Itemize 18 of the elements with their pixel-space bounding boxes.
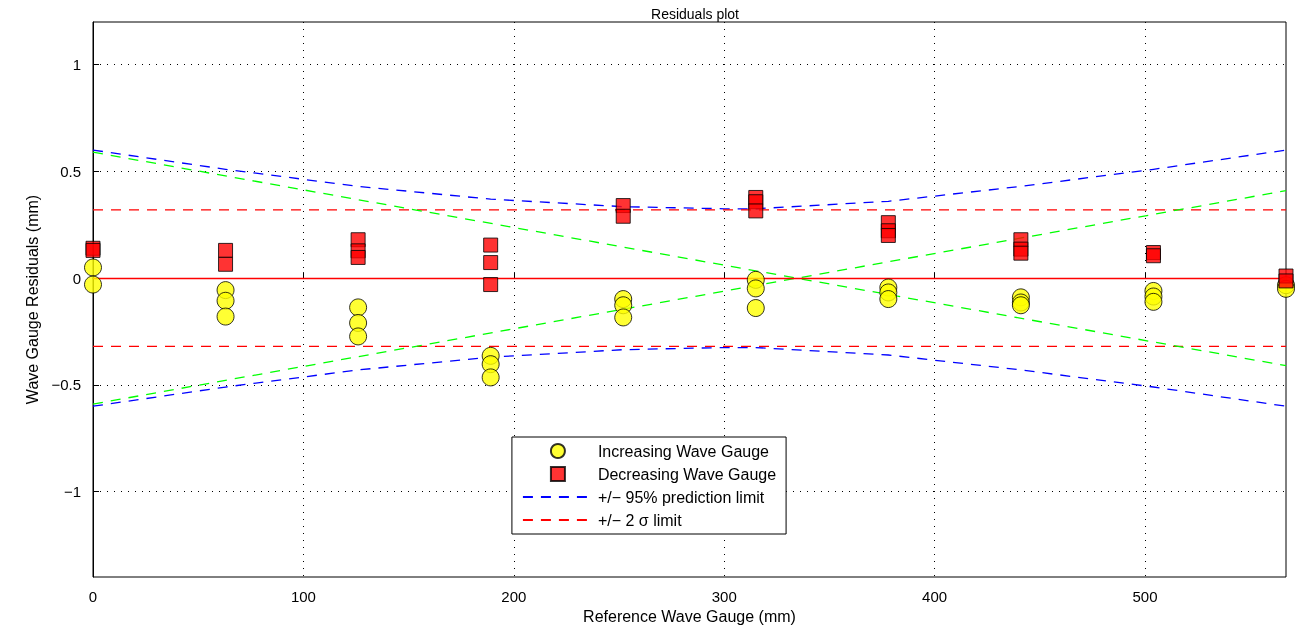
x-tick-label: 400 (922, 588, 948, 605)
chart-title: Residuals plot (651, 6, 740, 22)
legend-label: +/− 2 σ limit (597, 511, 683, 529)
y-tick-label: 1 (72, 56, 81, 74)
x-tick-label: 200 (501, 588, 527, 605)
legend-label: +/− 95% prediction limit (597, 488, 765, 506)
x-tick-label: 500 (1132, 588, 1158, 605)
y-tick-label: −1 (63, 483, 81, 501)
x-tick-label: 300 (711, 588, 737, 605)
y-tick-label: −0.5 (51, 376, 81, 394)
y-axis-title: Wave Gauge Residuals (mm) (23, 194, 41, 405)
legend-label: Decreasing Wave Gauge (597, 465, 777, 483)
y-tick-label: 0 (72, 269, 81, 287)
x-tick-label: 100 (290, 588, 316, 605)
legend-label: Increasing Wave Gauge (597, 442, 770, 460)
x-tick-label: 0 (88, 588, 98, 605)
x-axis-title: Reference Wave Gauge (mm) (583, 608, 796, 626)
y-tick-label: 0.5 (60, 162, 81, 180)
